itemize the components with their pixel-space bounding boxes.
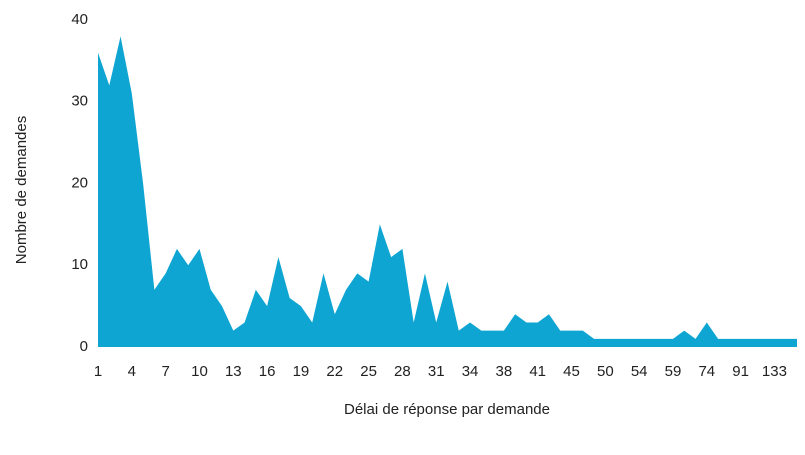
x-tick-label: 34	[462, 363, 479, 380]
y-tick-label: 40	[71, 11, 88, 28]
x-tick-label: 31	[428, 363, 445, 380]
y-axis-label: Nombre de demandes	[13, 116, 30, 264]
x-tick-label: 1	[94, 363, 102, 380]
area	[98, 36, 797, 347]
x-tick-label: 50	[597, 363, 614, 380]
y-tick-label: 10	[71, 256, 88, 273]
x-tick-label: 4	[128, 363, 136, 380]
x-tick-label: 25	[360, 363, 377, 380]
y-tick-label: 20	[71, 174, 88, 191]
x-tick-label: 41	[529, 363, 546, 380]
x-tick-label: 16	[259, 363, 276, 380]
x-tick-label: 54	[631, 363, 648, 380]
x-tick-label: 38	[496, 363, 513, 380]
x-tick-label: 74	[698, 363, 715, 380]
x-tick-label: 59	[665, 363, 682, 380]
x-tick-label: 28	[394, 363, 411, 380]
x-tick-label: 91	[732, 363, 749, 380]
x-tick-label: 7	[161, 363, 169, 380]
y-tick-label: 0	[80, 338, 88, 355]
x-tick-label: 45	[563, 363, 580, 380]
x-tick-label: 10	[191, 363, 208, 380]
x-tick-label: 133	[762, 363, 787, 380]
x-tick-label: 13	[225, 363, 242, 380]
x-axis-label: Délai de réponse par demande	[344, 401, 550, 418]
x-tick-label: 22	[326, 363, 343, 380]
x-tick-label: 19	[293, 363, 310, 380]
y-tick-label: 30	[71, 93, 88, 110]
